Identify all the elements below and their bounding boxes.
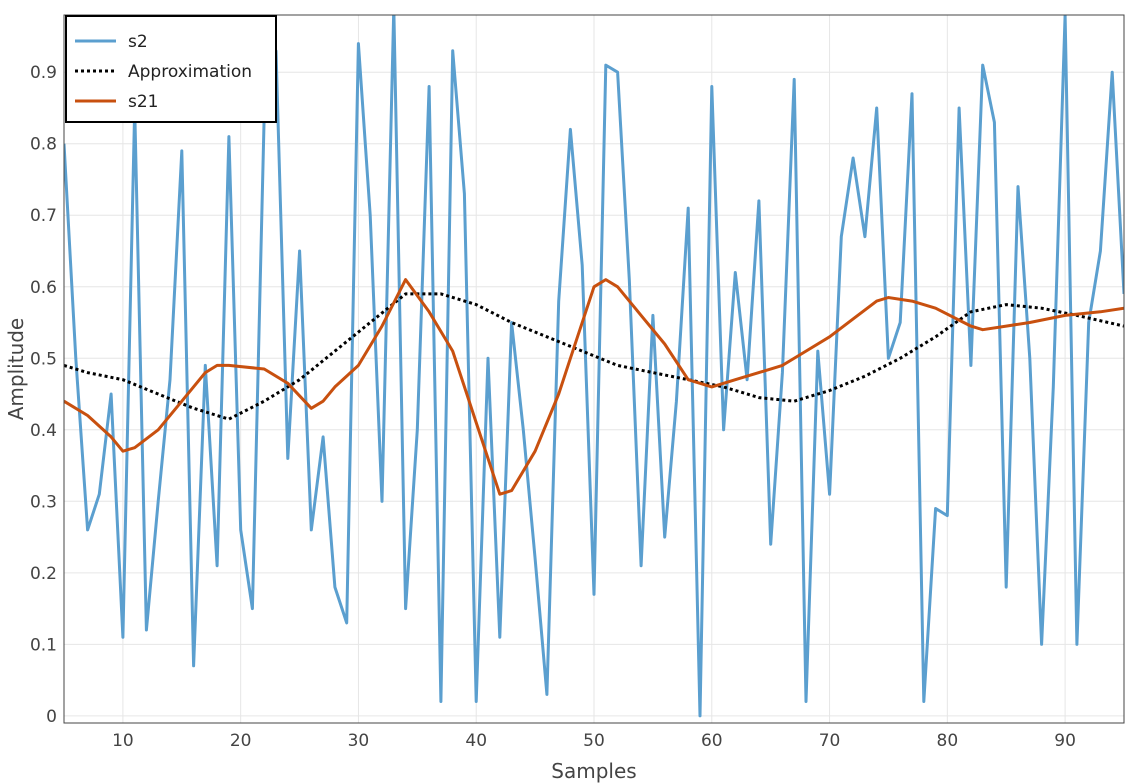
y-tick-label: 0.3 [30,492,57,512]
x-tick-label: 30 [348,731,370,751]
x-tick-label: 20 [230,731,252,751]
plot-series [64,15,1124,718]
x-axis-ticks: 10 20 30 40 50 60 70 80 90 [112,731,1076,751]
legend-box [65,15,277,123]
legend-entry: Approximation [128,62,252,82]
x-tick-label: 60 [701,731,723,751]
x-tick-label: 50 [583,731,605,751]
y-tick-label: 0.9 [30,63,57,83]
x-tick-label: 80 [937,731,959,751]
series-line-s2 [64,15,1124,718]
y-tick-label: 0.8 [30,135,57,155]
y-tick-label: 0.6 [30,278,57,298]
legend: s2 Approximation s21 [65,15,277,123]
y-tick-label: 0.1 [30,635,57,655]
series-line-s21 [64,278,1124,496]
legend-entry: s2 [128,32,148,52]
x-tick-label: 40 [465,731,487,751]
y-tick-label: 0.2 [30,564,57,584]
legend-entry: s21 [128,92,159,112]
x-tick-label: 90 [1054,731,1076,751]
x-tick-label: 70 [819,731,841,751]
y-tick-label: 0.4 [30,421,57,441]
y-tick-label: 0 [46,707,57,727]
series-line-approximation [64,292,1124,421]
y-axis-title: Amplitude [4,318,28,421]
y-tick-label: 0.7 [30,206,57,226]
y-tick-label: 0.5 [30,349,57,369]
y-axis-ticks: 0 0.1 0.2 0.3 0.4 0.5 0.6 0.7 0.8 0.9 [30,63,57,727]
x-tick-label: 10 [112,731,134,751]
plot-frame [63,14,1125,724]
x-axis-title: Samples [551,759,636,783]
